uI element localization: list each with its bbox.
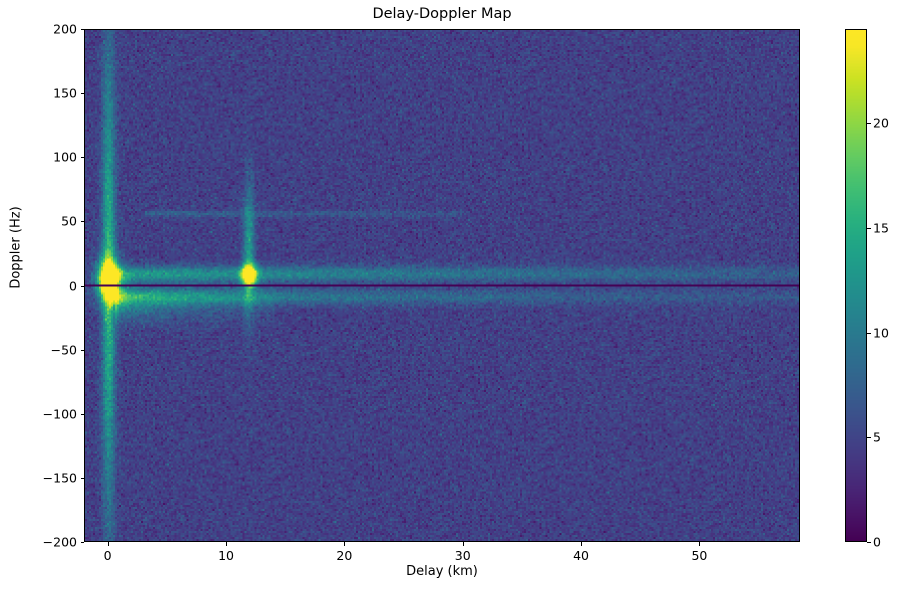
- colorbar-gradient: [846, 30, 866, 541]
- y-tick-label: 100: [53, 149, 77, 165]
- colorbar-tick-mark: [867, 332, 871, 334]
- x-tick-label: 40: [573, 548, 589, 563]
- colorbar-tick-mark: [867, 123, 871, 125]
- heatmap-plot-area: [84, 29, 800, 542]
- colorbar-tick-mark: [867, 542, 871, 543]
- x-tick-mark: [699, 542, 701, 546]
- colorbar-tick-label: 15: [873, 220, 889, 236]
- y-tick-mark: [80, 29, 84, 30]
- y-axis-label: Doppler (Hz): [8, 206, 24, 289]
- y-tick-label: 150: [53, 85, 77, 101]
- y-tick-mark: [80, 285, 84, 287]
- y-tick-label: 200: [53, 21, 77, 37]
- y-tick-label: 0: [69, 278, 77, 293]
- y-tick-label: −100: [42, 406, 77, 422]
- y-tick-mark: [80, 349, 84, 351]
- x-tick-mark: [107, 542, 109, 546]
- colorbar-tick-mark: [867, 227, 871, 229]
- x-tick-mark: [344, 542, 346, 546]
- x-tick-label: 20: [336, 548, 353, 563]
- y-tick-label: −50: [50, 342, 77, 358]
- x-tick-label: 10: [218, 548, 234, 563]
- x-tick-label: 50: [691, 548, 708, 563]
- page-title: Delay-Doppler Map: [372, 6, 512, 22]
- colorbar: [845, 29, 867, 542]
- x-axis-label: Delay (km): [406, 564, 478, 579]
- x-tick-mark: [226, 542, 228, 546]
- y-tick-mark: [80, 542, 84, 543]
- x-tick-label: 30: [454, 548, 471, 563]
- colorbar-tick-label: 0: [873, 534, 881, 550]
- y-tick-label: 50: [61, 213, 77, 229]
- y-tick-mark: [80, 221, 84, 223]
- colorbar-tick-mark: [867, 437, 871, 439]
- colorbar-tick-label: 5: [873, 429, 881, 445]
- y-tick-label: −200: [42, 534, 77, 550]
- x-tick-label: 0: [103, 548, 112, 563]
- x-tick-mark: [462, 542, 464, 546]
- y-tick-mark: [80, 157, 84, 159]
- y-tick-label: −150: [42, 470, 77, 486]
- y-tick-mark: [80, 477, 84, 479]
- y-tick-mark: [80, 413, 84, 415]
- delay-doppler-heatmap: [85, 30, 799, 541]
- x-tick-mark: [581, 542, 583, 546]
- colorbar-tick-label: 20: [873, 115, 889, 131]
- y-tick-mark: [80, 93, 84, 95]
- colorbar-tick-label: 10: [873, 325, 889, 341]
